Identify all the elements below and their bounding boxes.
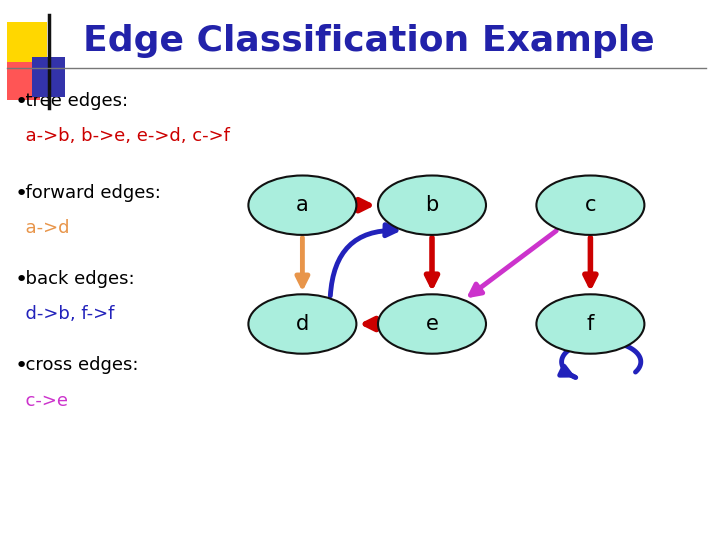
Text: Edge Classification Example: Edge Classification Example: [83, 24, 654, 57]
Ellipse shape: [248, 294, 356, 354]
FancyBboxPatch shape: [32, 57, 65, 97]
Text: •: •: [14, 356, 27, 376]
Text: c: c: [585, 195, 596, 215]
Text: a->d: a->d: [14, 219, 70, 237]
Text: c->e: c->e: [14, 392, 68, 409]
Text: cross edges:: cross edges:: [14, 356, 139, 374]
Text: d: d: [296, 314, 309, 334]
Text: •: •: [14, 92, 27, 112]
Text: e: e: [426, 314, 438, 334]
Text: tree edges:: tree edges:: [14, 92, 129, 110]
Text: a: a: [296, 195, 309, 215]
Text: •: •: [14, 270, 27, 290]
Text: a->b, b->e, e->d, c->f: a->b, b->e, e->d, c->f: [14, 127, 230, 145]
Ellipse shape: [378, 176, 486, 235]
Text: d->b, f->f: d->b, f->f: [14, 305, 114, 323]
Text: back edges:: back edges:: [14, 270, 135, 288]
Text: b: b: [426, 195, 438, 215]
Ellipse shape: [378, 294, 486, 354]
Text: f: f: [587, 314, 594, 334]
Ellipse shape: [248, 176, 356, 235]
Ellipse shape: [536, 294, 644, 354]
FancyBboxPatch shape: [7, 62, 40, 100]
Ellipse shape: [536, 176, 644, 235]
FancyBboxPatch shape: [7, 22, 47, 68]
Text: •: •: [14, 184, 27, 204]
Text: forward edges:: forward edges:: [14, 184, 161, 201]
